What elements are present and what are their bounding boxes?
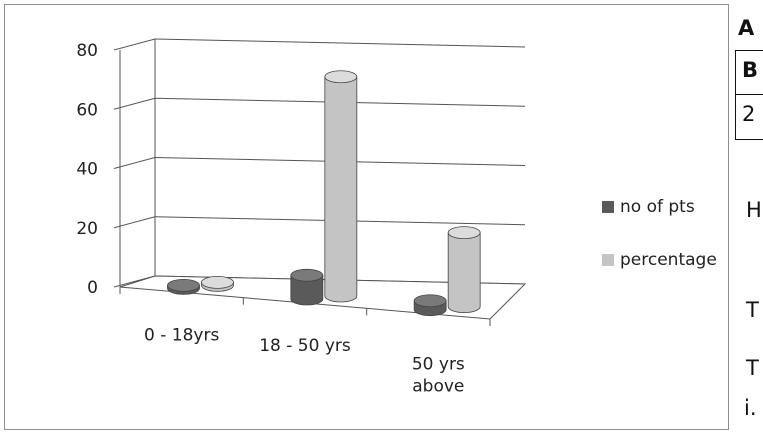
- doc-text-fragment: T: [746, 356, 759, 380]
- gridline: [154, 38, 526, 48]
- bar-percentage-1: [324, 70, 358, 303]
- bar-no-of-pts-2: [413, 294, 447, 317]
- gridline-depth: [113, 216, 156, 229]
- gridline-depth: [113, 97, 156, 110]
- legend-swatch: [602, 254, 614, 266]
- bar-no-of-pts-0: [167, 278, 200, 295]
- x-tick-label: 18 - 50 yrs: [259, 336, 351, 356]
- doc-text-fragment: i.: [744, 396, 757, 420]
- table-cell-fragment: B: [742, 58, 759, 82]
- legend-label: no of pts: [620, 197, 695, 217]
- bar-percentage-2: [447, 226, 481, 314]
- legend-label: percentage: [620, 250, 717, 270]
- gridline-depth: [113, 38, 156, 51]
- chart-frame: [4, 4, 729, 430]
- doc-heading-fragment: A: [738, 16, 755, 40]
- y-tick-label: 80: [76, 41, 98, 61]
- bar-percentage-0: [201, 275, 234, 292]
- gridline-depth: [113, 157, 156, 169]
- x-tick-label: 50 yrs above: [412, 355, 465, 397]
- y-tick-label: 40: [76, 160, 98, 180]
- legend-swatch: [602, 201, 614, 213]
- table-fragment: [735, 50, 763, 140]
- doc-text-fragment: T: [746, 298, 759, 322]
- doc-text-fragment: H: [746, 198, 762, 222]
- y-tick-label: 20: [76, 219, 98, 239]
- bar-no-of-pts-1: [290, 268, 324, 306]
- y-tick-label: 60: [76, 100, 98, 120]
- y-tick-label: 0: [87, 278, 98, 298]
- table-cell-fragment: 2: [742, 102, 756, 126]
- x-tick-label: 0 - 18yrs: [144, 325, 219, 345]
